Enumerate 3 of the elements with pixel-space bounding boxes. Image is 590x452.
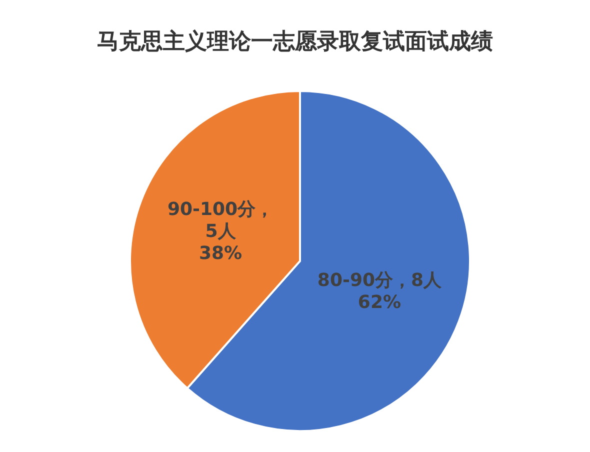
slice-label: 90-100分， 5人 38%	[167, 198, 274, 264]
slice-label: 80-90分，8人 62%	[317, 270, 443, 313]
chart-title: 马克思主义理论一志愿录取复试面试成绩	[97, 28, 493, 54]
